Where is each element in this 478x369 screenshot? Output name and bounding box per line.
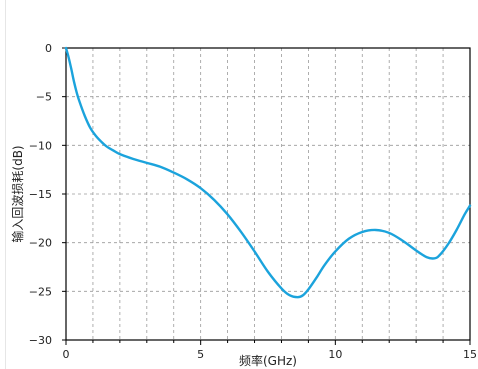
grid-lines — [66, 48, 470, 340]
y-tick-label: 0 — [45, 42, 52, 55]
x-tick-label: 15 — [463, 348, 477, 361]
x-tick-labels: 0 5 10 15 — [63, 348, 478, 361]
y-tick-label: −25 — [29, 285, 52, 298]
y-tick-label: −15 — [29, 188, 52, 201]
x-axis-label: 频率(GHz) — [239, 353, 297, 368]
tick-marks — [62, 47, 471, 345]
x-tick-label: 5 — [197, 348, 204, 361]
x-tick-label: 10 — [328, 348, 342, 361]
y-tick-labels: 0 −5 −10 −15 −20 −25 −30 — [29, 42, 52, 347]
y-tick-label: −20 — [29, 237, 52, 250]
y-tick-label: −30 — [29, 334, 52, 347]
left-edge-rule — [5, 0, 6, 369]
y-axis-label: 输入回波损耗(dB) — [10, 145, 25, 242]
x-tick-label: 0 — [63, 348, 70, 361]
y-tick-label: −5 — [36, 91, 52, 104]
return-loss-curve — [64, 46, 472, 299]
y-tick-label: −10 — [29, 139, 52, 152]
